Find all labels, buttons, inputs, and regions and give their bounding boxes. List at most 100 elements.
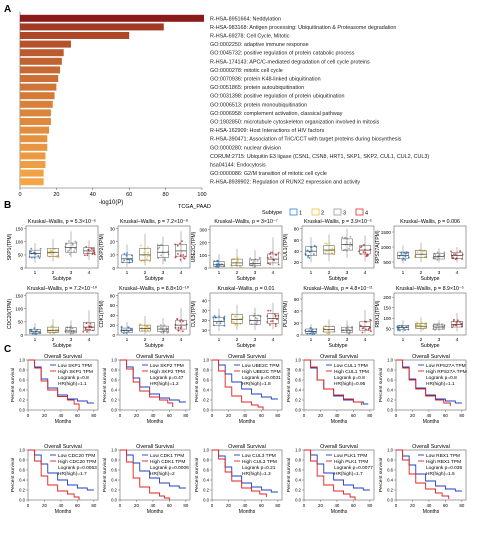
data-point [454,258,457,261]
legend-low-label: Low RPS27A TPM [426,363,466,369]
x-tick-label: 0 [395,503,398,508]
data-point [434,254,437,256]
data-point [402,257,405,260]
legend-low-label: Low PLK1 TPM [334,453,367,459]
data-point [274,323,277,326]
y-tick-label: 30 [202,308,208,313]
x-tick-label: 3 [162,337,165,343]
bar-label: R-HSA-8939902: Regulation of RUNX2 expre… [210,180,360,186]
data-point [234,315,236,318]
x-tick-label: 1 [402,337,405,343]
data-point [219,322,222,325]
panel-label-a: A [4,4,11,15]
data-point [420,321,423,324]
x-tick-label: 40 [334,503,339,508]
x-tick-label: 2 [328,270,331,276]
data-point [418,324,421,326]
y-tick-label: 0.4 [295,478,301,483]
plot-frame [27,449,99,501]
data-point [424,249,426,252]
bar-label: R-HSA-69278: Cell Cycle, Mitotic [210,34,290,40]
y-tick-label: 0 [20,266,23,271]
box [29,328,41,334]
data-point [176,317,179,320]
y-tick-label: 50 [18,320,24,325]
x-axis-label: Months [331,419,348,425]
y-tick-label: 40 [202,299,208,304]
y-tick-label: 1.0 [387,358,393,363]
x-tick-label: 3 [70,337,73,343]
survival-plot-ube2c: Overall Survival 0.0 0.2 0.4 0.6 0.8 1.0 0 20 40 6… [194,354,283,425]
data-point [143,324,146,327]
y-axis-label: SKP1(TPM) [7,233,13,260]
legend-low-label: Low SKP2 TPM [150,363,184,369]
data-point [148,254,151,257]
data-point [74,247,76,250]
y-tick-label: 0.0 [111,408,117,413]
bar [20,135,48,143]
y-tick-label: 200 [383,295,391,300]
y-tick-label: 0.4 [387,388,393,393]
legend-swatch [333,208,342,216]
data-point [441,327,444,330]
data-point [252,261,255,264]
y-tick-label: 1.0 [387,448,393,453]
legend-swatch [355,208,364,216]
data-point [49,332,51,335]
hazard-ratio-text: HR(high)=1.7 [334,471,363,477]
y-tick-label: 150 [15,226,23,231]
boxplot-ube2c: Kruskal−Wallis, p = 3×10⁻⁷ 0 100 200 300UBE2… [191,219,283,282]
y-axis-label: CUL3(TPM) [191,300,197,327]
data-point [306,249,309,252]
x-tick-label: 2 [144,337,147,343]
data-point [146,325,149,328]
y-tick-label: 40 [110,313,116,318]
x-axis-label: Months [239,419,256,425]
data-point [69,332,72,335]
y-tick-label: 20 [110,240,116,245]
y-tick-label: 0.2 [387,488,393,493]
data-point [310,249,313,251]
plot-frame [209,225,283,269]
legend-label: Subtype [262,210,282,216]
logrank-text: Logrank p=0.8 [426,375,457,381]
data-point [52,252,55,255]
data-point [92,248,95,250]
bar-label: R-HSA-390471: Association of TriC/CCT wi… [210,137,402,143]
data-point [238,265,241,268]
data-point [344,248,347,251]
bar-label: GO:0000086: G2/M transition of mitotic c… [210,171,327,177]
data-point [90,247,93,250]
box [139,248,151,261]
data-point [84,327,87,329]
data-point [66,326,69,329]
y-tick-label: 0.2 [387,398,393,403]
y-tick-label: 0.6 [295,468,301,473]
survival-plot-rps27a: Overall Survival 0.0 0.2 0.4 0.6 0.8 1.0 0 20 40 6… [378,354,467,425]
bar [20,57,62,65]
x-tick-label: 2 [236,270,239,276]
data-point [423,323,426,326]
x-tick-label: 2 [52,270,55,276]
x-tick-label: 0 [303,413,306,418]
survival-plot-plk1: Overall Survival 0.0 0.2 0.4 0.6 0.8 1.0 0 20 40 6… [286,444,375,515]
y-tick-label: 1.0 [295,448,301,453]
data-point [271,320,274,322]
data-point [139,244,142,247]
x-tick-label: 40 [58,503,63,508]
data-point [252,315,255,318]
data-point [140,260,143,262]
boxplot-cdk1: Kruskal−Wallis, p = 8.8×10⁻¹⁰ 0 20 40 60 80 CD… [99,286,191,349]
x-tick-label: 80 [91,413,96,418]
x-tick-label: 3 [254,270,257,276]
bar-label: CORUM:2715: Ubiquitin E3 ligase (CSN1, C… [210,154,429,160]
x-tick-label: 4 [456,337,459,343]
data-point [400,251,403,254]
data-point [69,247,72,250]
x-tick-label: 20 [134,413,139,418]
x-tick-label: 4 [180,337,183,343]
bar-label: R-HSA-983168: Antigen processing: Ubiqui… [210,25,396,31]
survival-plot-cdk1: Overall Survival 0.0 0.2 0.4 0.6 0.8 1.0 0 20 40 6… [102,444,191,515]
data-point [181,320,184,323]
hazard-ratio-text: HR(high)=1.7 [58,471,87,477]
